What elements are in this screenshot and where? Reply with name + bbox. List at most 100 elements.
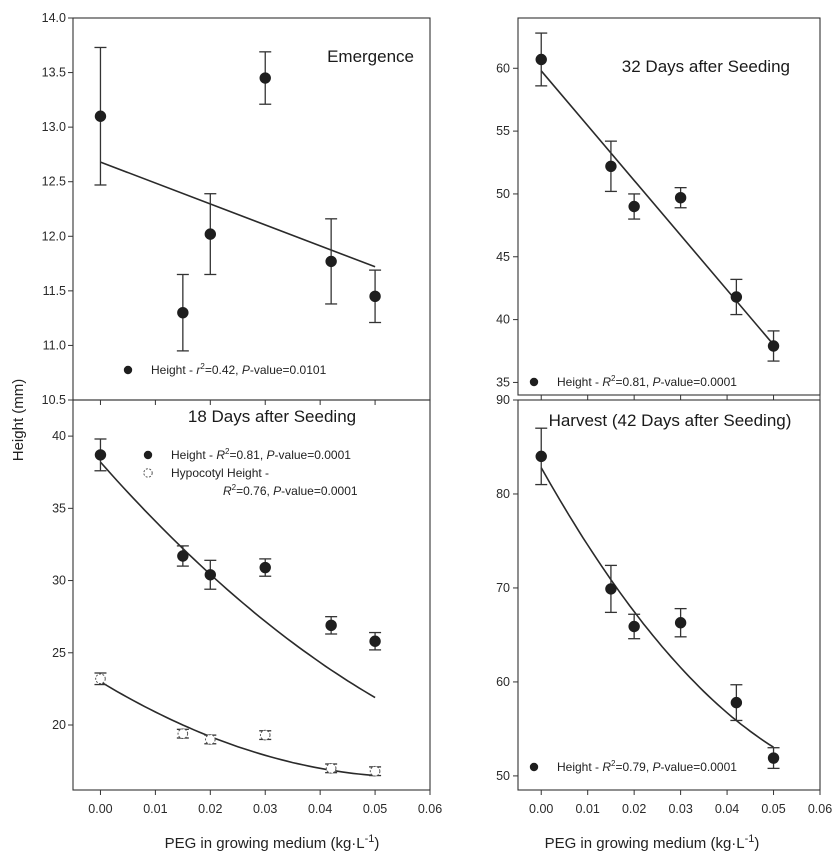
panel-title-day32: 32 Days after Seeding <box>622 57 790 76</box>
panel-day18: 18 Days after Seeding 20 25 30 35 40 0.00 0.01 0… <box>52 399 442 816</box>
panel-frame-harvest <box>517 399 821 791</box>
x-tick-label: 0.04 <box>308 802 332 816</box>
data-point <box>259 561 271 574</box>
data-point <box>605 160 617 172</box>
data-point <box>674 192 687 204</box>
y-axis-label: Height (mm) <box>10 379 27 462</box>
data-point <box>325 255 337 268</box>
y-tick-label: 35 <box>52 501 66 515</box>
data-point <box>767 752 780 764</box>
data-point-open <box>259 729 271 741</box>
y-tick-label: 80 <box>496 487 510 501</box>
legend-text: Height - r2=0.42, P-value=0.0101 <box>151 362 327 377</box>
y-tick-label: 10.5 <box>42 393 66 407</box>
data-point <box>94 449 107 461</box>
data-point-open <box>95 673 106 685</box>
y-tick-label: 25 <box>52 646 66 660</box>
panel-title-emergence: Emergence <box>327 47 414 66</box>
y-tick-label: 50 <box>496 187 510 201</box>
legend-text: Height - R2=0.81, P-value=0.0001 <box>171 447 351 462</box>
data-point <box>730 696 743 709</box>
data-point-open <box>325 763 337 774</box>
data-point <box>177 550 189 562</box>
data-point <box>674 617 687 629</box>
y-tick-label: 55 <box>496 124 510 138</box>
data-point <box>204 228 217 240</box>
y-tick-label: 90 <box>496 393 510 407</box>
y-tick-label: 30 <box>52 574 66 588</box>
x-tick-label: 0.03 <box>668 802 692 816</box>
data-point-open <box>369 765 381 777</box>
x-tick-label: 0.02 <box>622 802 646 816</box>
panel-frame-emergence <box>72 17 431 401</box>
legend-marker <box>529 762 539 772</box>
fit-line-height <box>540 467 774 748</box>
data-point <box>325 619 337 632</box>
panel-title-day18: 18 Days after Seeding <box>188 407 356 426</box>
y-tick-label: 50 <box>496 769 510 783</box>
fit-line-hypocotyl-height <box>100 681 376 777</box>
x-tick-label: 0.03 <box>253 802 277 816</box>
data-point-open <box>205 734 216 745</box>
y-tick-label: 11.5 <box>43 284 66 298</box>
y-tick-label: 11.0 <box>43 338 66 352</box>
legend-text: Hypocotyl Height - <box>171 466 269 480</box>
data-point <box>369 290 381 303</box>
data-point <box>259 72 271 84</box>
fit-line-height <box>99 461 376 699</box>
x-tick-label: 0.01 <box>576 802 600 816</box>
panel-emergence: Emergence 10.5 11.0 11.5 12.0 12.5 13.0 13.5 14.… <box>42 11 431 407</box>
x-tick-label: 0.00 <box>529 802 553 816</box>
legend-marker <box>529 377 539 387</box>
fit-line-height <box>100 161 376 268</box>
data-point-open <box>177 728 189 739</box>
y-tick-label: 60 <box>496 61 510 75</box>
legend-text: Height - R2=0.79, P-value=0.0001 <box>557 759 737 774</box>
y-tick-label: 13.0 <box>42 120 66 134</box>
data-point <box>628 620 640 633</box>
data-point <box>94 110 107 122</box>
y-tick-label: 60 <box>496 675 510 689</box>
data-point <box>628 200 640 213</box>
y-tick-label: 12.5 <box>42 175 66 189</box>
y-tick-label: 20 <box>52 718 66 732</box>
x-axis-label-left: PEG in growing medium (kg·L-1) <box>165 833 380 852</box>
x-tick-label: 0.00 <box>88 802 112 816</box>
data-point <box>177 306 189 319</box>
y-tick-label: 35 <box>496 375 510 389</box>
data-point <box>730 291 743 303</box>
data-point <box>767 340 780 352</box>
panel-frame-day32 <box>517 17 821 396</box>
legend-marker <box>123 365 133 375</box>
x-axis-label-right: PEG in growing medium (kg·L-1) <box>545 833 760 852</box>
legend-text-line2: R2=0.76, P-value=0.0001 <box>223 483 358 498</box>
x-tick-label: 0.05 <box>363 802 387 816</box>
x-tick-label: 0.02 <box>198 802 222 816</box>
y-tick-label: 40 <box>52 429 66 443</box>
y-tick-label: 13.5 <box>42 66 66 80</box>
panel-harvest: Harvest (42 Days after Seeding) 50 60 70 80 9… <box>496 393 832 816</box>
y-tick-label: 14.0 <box>42 11 66 25</box>
data-point <box>369 635 381 647</box>
data-point <box>535 450 547 463</box>
legend-text: Height - R2=0.81, P-value=0.0001 <box>557 374 737 389</box>
panel-frame-day18 <box>72 399 431 791</box>
x-tick-label: 0.01 <box>143 802 167 816</box>
fit-line-height <box>540 70 775 346</box>
y-tick-label: 12.0 <box>42 229 66 243</box>
legend-marker-open <box>143 468 153 478</box>
x-tick-label: 0.05 <box>761 802 785 816</box>
y-tick-label: 40 <box>496 313 510 327</box>
y-tick-label: 70 <box>496 581 510 595</box>
data-point <box>605 583 617 595</box>
x-tick-label: 0.04 <box>715 802 739 816</box>
panel-title-harvest: Harvest (42 Days after Seeding) <box>549 411 792 430</box>
data-point <box>535 53 547 66</box>
x-tick-label: 0.06 <box>808 802 832 816</box>
panel-day32: 32 Days after Seeding 35 40 45 50 55 60 Height … <box>496 17 821 400</box>
data-point <box>204 569 217 581</box>
legend-marker <box>143 450 153 460</box>
y-tick-label: 45 <box>496 250 510 264</box>
x-tick-label: 0.06 <box>418 802 442 816</box>
